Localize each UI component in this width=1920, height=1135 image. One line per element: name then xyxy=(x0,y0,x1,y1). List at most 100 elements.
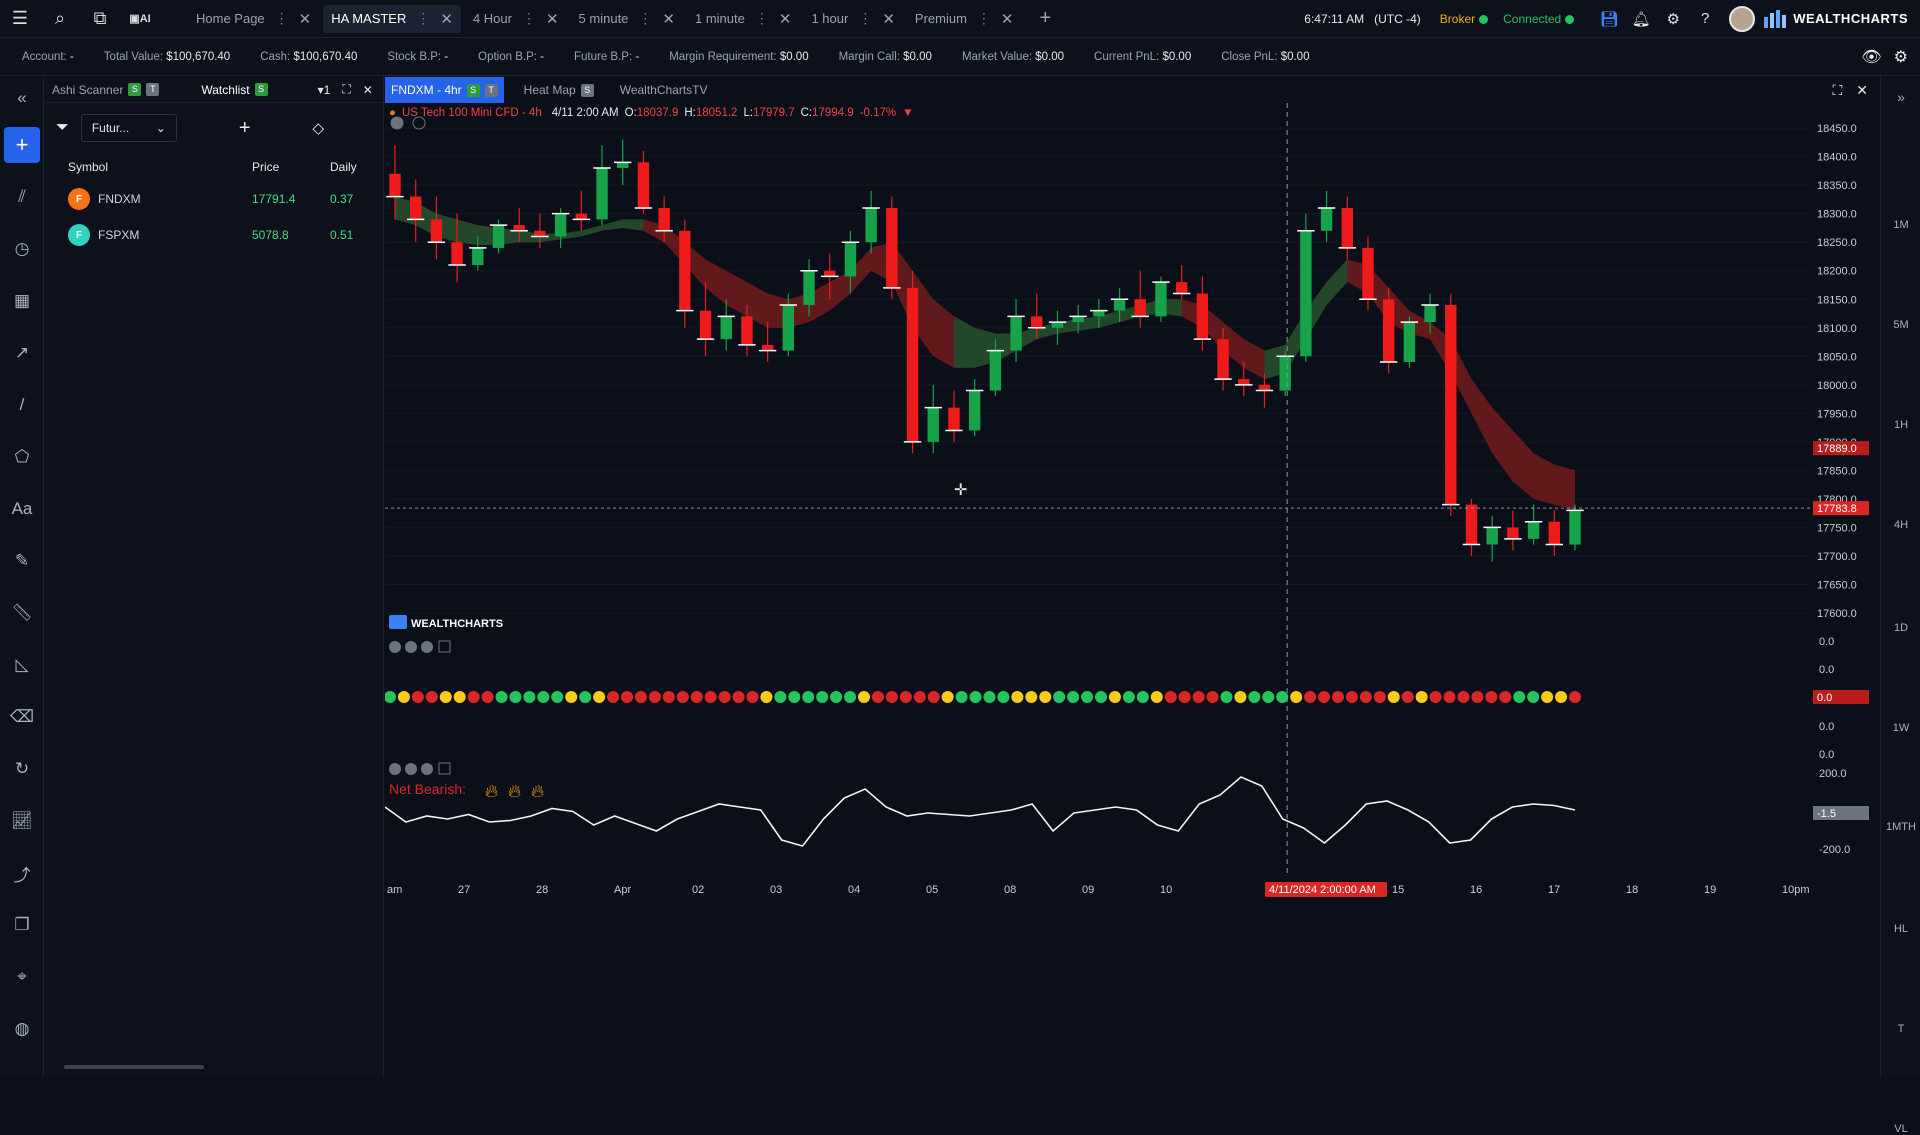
broker-status[interactable]: Broker xyxy=(1440,12,1489,26)
horizontal-scrollbar[interactable] xyxy=(64,1065,204,1069)
clock-icon[interactable]: ◷ xyxy=(14,239,30,258)
timeframe-1mth[interactable]: 1MTH xyxy=(1886,821,1916,833)
layouts-icon[interactable]: ⧉ xyxy=(93,8,107,28)
table-row[interactable]: F FSPXM 5078.8 0.51 xyxy=(44,217,383,253)
tab-close-icon[interactable]: ✕ xyxy=(1000,10,1014,28)
tab-ha-master[interactable]: HA MASTER ⋮ ✕ xyxy=(323,4,461,33)
add-tool-button[interactable]: + xyxy=(0,119,44,171)
chart-control-icon[interactable] xyxy=(390,116,404,130)
tab-1-hour[interactable]: 1 hour ⋮ ✕ xyxy=(803,5,902,33)
line-tool-icon[interactable]: / xyxy=(19,395,25,414)
calendar-icon[interactable]: ▦ xyxy=(13,291,31,310)
indicators-icon[interactable]: ⫽ xyxy=(18,187,26,206)
tab-menu-icon[interactable]: ⋮ xyxy=(521,10,536,26)
tab-menu-icon[interactable]: ⋮ xyxy=(976,10,991,26)
tab-menu-icon[interactable]: ⋮ xyxy=(274,10,289,26)
add-symbol-icon[interactable]: + xyxy=(238,116,251,139)
tab-home-page[interactable]: Home Page ⋮ ✕ xyxy=(188,5,319,33)
oscillator-control-icon[interactable] xyxy=(389,763,401,775)
tab-close-icon[interactable]: ✕ xyxy=(440,10,453,28)
indicator-control-icon[interactable] xyxy=(405,641,417,653)
timeframe-1m[interactable]: 1M xyxy=(1893,219,1909,231)
tag-icon[interactable]: ◇ xyxy=(312,120,325,137)
price-chart[interactable]: 18450.018400.018350.018300.018250.018200… xyxy=(385,103,1880,1077)
tab-close-icon[interactable]: ✕ xyxy=(545,10,559,28)
timeframe-1h[interactable]: 1H xyxy=(1893,419,1909,431)
tab-5-minute[interactable]: 5 minute ⋮ ✕ xyxy=(571,5,683,33)
candle-body xyxy=(1527,521,1540,539)
help-icon[interactable]: ? xyxy=(1701,10,1710,27)
bell-icon[interactable]: 🔔︎ xyxy=(1631,10,1651,28)
filter-icon[interactable]: ⏷ xyxy=(56,119,69,136)
maximize-chart-icon[interactable]: ⛶ xyxy=(1832,81,1843,98)
tab-close-icon[interactable]: ✕ xyxy=(882,10,895,28)
timeframe-1d[interactable]: 1D xyxy=(1893,622,1909,634)
tab-menu-icon[interactable]: ⋮ xyxy=(638,10,653,26)
ruler-icon[interactable]: 📏︎ xyxy=(11,603,33,622)
timeframe-1w[interactable]: 1W xyxy=(1892,722,1910,734)
eraser-icon[interactable]: ⌫ xyxy=(9,707,35,726)
shapes-icon[interactable]: ⬠ xyxy=(14,447,30,466)
indicator-axis-label: 0.0 xyxy=(1819,636,1834,648)
col-price[interactable]: Price xyxy=(252,160,280,174)
timeframe-hl[interactable]: HL xyxy=(1893,923,1909,935)
globe-icon[interactable]: ◍ xyxy=(14,1019,30,1038)
account-settings-icon[interactable]: ⚙ xyxy=(1893,48,1908,66)
col-daily[interactable]: Daily xyxy=(330,160,357,174)
indicator-control-icon[interactable] xyxy=(389,641,401,653)
tab-4-hour[interactable]: 4 Hour ⋮ ✕ xyxy=(465,5,567,33)
indicator-control-icon[interactable] xyxy=(421,641,433,653)
tab-fndxm-4hr[interactable]: FNDXM - 4hr S T xyxy=(385,77,504,103)
close-icon[interactable]: ✕ xyxy=(362,82,373,97)
tab-premium[interactable]: Premium ⋮ ✕ xyxy=(907,5,1022,33)
timeframe-vl[interactable]: VL xyxy=(1894,1123,1908,1135)
tab-ashi-scanner[interactable]: Ashi Scanner S T xyxy=(52,83,160,97)
tab-close-icon[interactable]: ✕ xyxy=(662,10,675,28)
copy-icon[interactable]: ❐ xyxy=(14,915,30,934)
oscillator-control-icon[interactable] xyxy=(405,763,417,775)
tab-close-icon[interactable]: ✕ xyxy=(778,10,792,28)
save-icon[interactable]: 💾︎ xyxy=(1599,10,1619,28)
tab-wealthchartstv[interactable]: WealthChartsTV xyxy=(619,83,708,97)
crosshair-icon[interactable]: ⌖ xyxy=(17,967,27,986)
close-chart-icon[interactable]: ✕ xyxy=(1856,81,1868,98)
text-tool-icon[interactable]: Aa xyxy=(11,499,33,518)
broker-dot-icon xyxy=(1479,14,1489,24)
tab-heat-map[interactable]: Heat Map S xyxy=(518,77,600,103)
tab-close-icon[interactable]: ✕ xyxy=(298,10,312,28)
timeframe-4h[interactable]: 4H xyxy=(1893,519,1909,531)
ai-icon[interactable]: ▣ AI xyxy=(129,12,151,26)
add-tab-icon[interactable]: + xyxy=(1039,7,1052,29)
brush-icon[interactable]: ✎ xyxy=(14,551,30,570)
filter-select[interactable]: Futur... ⌄ xyxy=(80,114,177,142)
avatar[interactable] xyxy=(1729,5,1756,32)
collapse-panel-icon[interactable]: « xyxy=(17,88,27,107)
chart-control-icon[interactable] xyxy=(412,116,426,130)
search-icon[interactable]: ⌕ xyxy=(54,8,66,28)
oscillator-control-icon[interactable] xyxy=(421,763,433,775)
eye-icon[interactable]: 👁︎ xyxy=(1861,48,1882,66)
tab-1-minute[interactable]: 1 minute ⋮ ✕ xyxy=(687,5,799,33)
measure-icon[interactable]: ◺ xyxy=(15,655,29,674)
hamburger-menu-icon[interactable]: ☰ xyxy=(11,8,29,28)
chart-area[interactable]: FNDXM - 4hr S T Heat Map S WealthChartsTV ⛶… xyxy=(385,77,1880,1077)
expand-icon[interactable]: ⛶ xyxy=(342,82,351,96)
oscillator-add-icon[interactable] xyxy=(438,762,451,775)
scatter-icon[interactable]: ⤴ xyxy=(13,865,31,885)
indicator-add-icon[interactable] xyxy=(438,640,451,653)
symbol-name[interactable]: US Tech 100 Mini CFD - 4h xyxy=(401,107,542,119)
tab-menu-icon[interactable]: ⋮ xyxy=(858,10,873,26)
tab-menu-icon[interactable]: ⋮ xyxy=(416,10,431,26)
watchlist-count[interactable]: ▾1 xyxy=(317,82,331,97)
trend-icon[interactable]: ↗ xyxy=(14,343,30,362)
col-symbol[interactable]: Symbol xyxy=(68,160,109,174)
refresh-icon[interactable]: ↻ xyxy=(14,759,30,778)
timeframe-5m[interactable]: 5M xyxy=(1893,319,1909,331)
timeframe-t[interactable]: T xyxy=(1897,1023,1905,1035)
tab-menu-icon[interactable]: ⋮ xyxy=(754,10,769,26)
gear-icon[interactable]: ⚙ xyxy=(1666,10,1680,28)
expand-right-icon[interactable]: » xyxy=(1897,89,1905,105)
table-row[interactable]: F FNDXM 17791.4 0.37 xyxy=(44,181,383,217)
line-chart-icon[interactable]: 📈︎ xyxy=(11,811,33,830)
tab-watchlist[interactable]: Watchlist S xyxy=(201,83,268,97)
